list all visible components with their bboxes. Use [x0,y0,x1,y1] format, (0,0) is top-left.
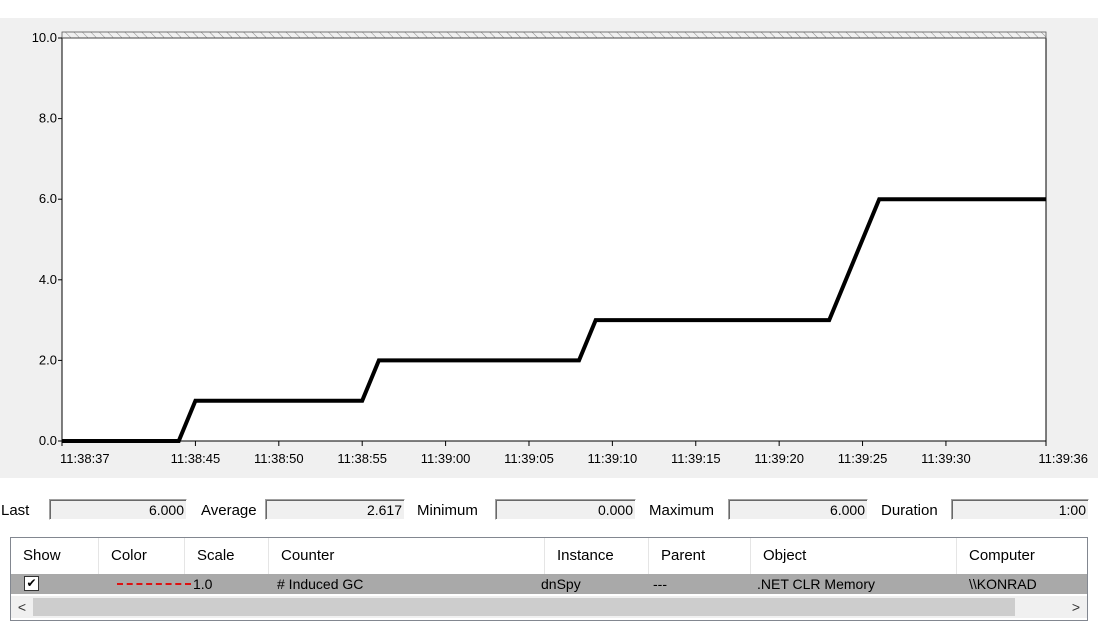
y-tick-label: 2.0 [39,352,57,367]
table-row[interactable]: ✔ 1.0 # Induced GC dnSpy --- .NET CLR Me… [11,574,1087,594]
data-point [194,400,196,402]
counter-list[interactable]: Show Color Scale Counter Instance Parent… [10,537,1088,621]
plot-area [61,37,1047,442]
column-header-color[interactable]: Color [99,538,185,574]
column-header-parent[interactable]: Parent [649,538,751,574]
last-label: Last [1,502,30,519]
computer-cell: \\KONRAD [969,576,1037,592]
average-label: Average [201,502,257,519]
data-point [878,198,880,200]
duration-value-field: 1:00 [951,499,1089,520]
show-checkbox[interactable]: ✔ [24,576,39,591]
x-tick-label: 11:39:25 [838,451,888,466]
object-cell: .NET CLR Memory [757,576,875,592]
counter-cell: # Induced GC [277,576,364,592]
column-header-scale[interactable]: Scale [185,538,269,574]
scroll-left-arrow-icon[interactable]: < [17,599,27,615]
y-tick-label: 4.0 [39,272,57,287]
average-value-field: 2.617 [265,499,405,520]
column-header-instance[interactable]: Instance [545,538,649,574]
y-tick-label: 8.0 [39,111,57,126]
column-header-counter[interactable]: Counter [269,538,545,574]
maximum-label: Maximum [649,502,715,519]
x-tick-label: 11:38:55 [337,451,387,466]
color-swatch[interactable] [117,583,191,585]
last-value-field: 6.000 [49,499,187,520]
y-tick-label: 6.0 [39,191,57,206]
stats-bar: Last 6.000 Average 2.617 Minimum 0.000 M… [0,498,1098,524]
graph-svg: 0.0 2.0 4.0 6.0 8.0 10.0 11:38:37 11:38:45 11:38… [32,30,1088,466]
performance-graph: 0.0 2.0 4.0 6.0 8.0 10.0 11:38:37 11:38:45 11:38… [0,18,1098,478]
data-point [1045,198,1047,200]
x-tick-label: 11:38:45 [171,451,221,466]
scrollbar-thumb[interactable] [33,598,1015,616]
column-header-show[interactable]: Show [11,538,99,574]
x-tick-label: 11:39:10 [588,451,638,466]
maximum-value-field: 6.000 [728,499,868,520]
data-point [178,440,180,442]
data-point [61,440,63,442]
horizontal-scrollbar[interactable]: < > [11,596,1087,618]
y-tick-label: 10.0 [32,30,57,45]
x-tick-label: 11:39:05 [504,451,554,466]
x-tick-label: 11:39:15 [671,451,721,466]
x-tick-label: 11:39:36 [1038,451,1088,466]
data-point [828,319,830,321]
scroll-right-arrow-icon[interactable]: > [1071,599,1081,615]
instance-cell: dnSpy [541,576,581,592]
x-tick-label: 11:39:20 [754,451,804,466]
parent-cell: --- [653,576,667,592]
data-point [595,319,597,321]
y-tick-label: 0.0 [39,433,57,448]
duration-label: Duration [881,502,938,519]
column-header-object[interactable]: Object [751,538,957,574]
scale-cell: 1.0 [193,576,213,592]
plot-top-hatch [61,31,1047,39]
data-point [378,359,380,361]
minimum-label: Minimum [417,502,478,519]
data-point [578,359,580,361]
minimum-value-field: 0.000 [495,499,636,520]
x-tick-label: 11:39:00 [421,451,471,466]
x-tick-label: 11:39:30 [921,451,971,466]
x-tick-label: 11:38:37 [60,451,110,466]
data-point [361,400,363,402]
series-line [62,197,1046,443]
column-header-computer[interactable]: Computer [969,547,1035,564]
x-tick-label: 11:38:50 [254,451,304,466]
